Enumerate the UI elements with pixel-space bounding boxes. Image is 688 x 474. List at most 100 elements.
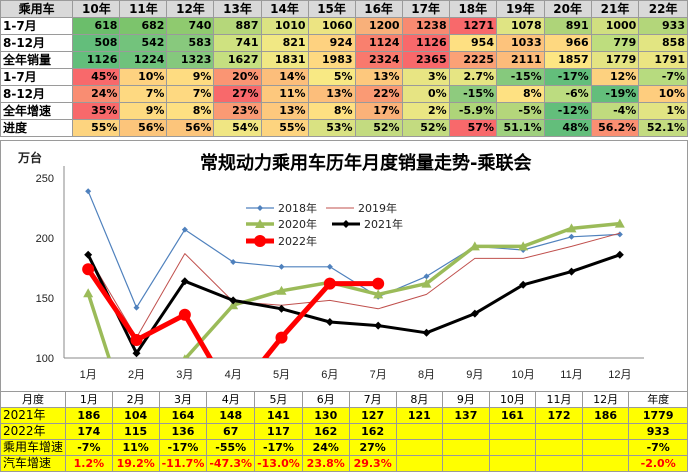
data-point <box>277 304 286 313</box>
table-cell: 1010 <box>260 17 309 35</box>
table-cell: 56% <box>119 119 168 137</box>
table-row: 2021年 186 104 164 148 141 130 127 121 137 161 172 18… <box>0 407 688 424</box>
table-cell: 1078 <box>496 17 545 35</box>
chart-title: 常规动力乘用车历年月度销量走势-乘联会 <box>200 152 531 174</box>
table-cell: 1857 <box>543 51 592 69</box>
legend-marker <box>255 219 265 228</box>
table-row: 2022年 174 115 136 67 117 162 162 933 <box>0 423 688 440</box>
table-cell: -19% <box>590 85 640 103</box>
table-cell <box>488 423 537 440</box>
table-cell: 1.2% <box>65 455 113 472</box>
x-tick-label: 4月 <box>225 369 242 381</box>
summary-table-container: 乘用车 10年 11年 12年 13年 14年 15年 16年 17年 18年 19年 20年 21年 2… <box>0 0 688 140</box>
table-cell: -4% <box>590 102 640 120</box>
data-point <box>422 328 431 337</box>
table-cell: 542 <box>119 34 168 52</box>
table-cell: 10% <box>119 68 168 86</box>
table-cell: 161 <box>488 407 537 424</box>
legend-marker <box>257 205 263 211</box>
monthly-sales-table: 月度 1月 2月 3月 4月 5月 6月 7月 8月 9月 10月 11月 12月 年度 2021年 186 1… <box>0 391 688 472</box>
table-cell: -7% <box>628 439 688 456</box>
table-cell: -6% <box>543 85 592 103</box>
table-cell: 53% <box>307 119 356 137</box>
table-cell <box>442 439 490 456</box>
table-cell: 779 <box>590 34 640 52</box>
table-cell: 27% <box>213 85 262 103</box>
month-header: 年度 <box>628 391 688 408</box>
table-row: 1-7月 45% 10% 9% 20% 14% 5% 13% 3% 2.7% -15% -17% 12%… <box>0 68 688 86</box>
table-row: 汽车增速 1.2% 19.2% -11.7% -47.3% -13.0% 23.8% 29.3… <box>0 455 688 472</box>
row-label: 1-7月 <box>0 68 74 86</box>
table-cell: 48% <box>543 119 592 137</box>
table-cell: 8% <box>307 102 356 120</box>
table-cell: 14% <box>260 68 309 86</box>
data-point <box>278 263 285 270</box>
data-point <box>372 277 385 290</box>
data-point <box>374 321 383 330</box>
row-label: 8-12月 <box>0 85 74 103</box>
x-tick-label: 2月 <box>128 369 145 381</box>
table-cell: 174 <box>65 423 113 440</box>
data-point <box>230 259 237 265</box>
data-point <box>567 267 576 276</box>
table-cell: 148 <box>206 407 256 424</box>
table-cell: 1779 <box>628 407 688 424</box>
table-cell: 933 <box>638 17 688 35</box>
month-header: 5月 <box>254 391 303 408</box>
month-header: 9月 <box>442 391 490 408</box>
data-point <box>178 308 191 321</box>
table-cell: -5.9% <box>448 102 498 120</box>
month-header: 11月 <box>535 391 583 408</box>
table-cell: 954 <box>448 34 498 52</box>
data-point <box>84 250 93 259</box>
table-cell: 1323 <box>166 51 215 69</box>
table-cell: -5% <box>496 102 545 120</box>
table-cell: -7% <box>65 439 113 456</box>
table-cell: 19.2% <box>111 455 160 472</box>
table-cell: 104 <box>111 407 160 424</box>
data-point <box>519 280 528 289</box>
x-tick-label: 3月 <box>176 369 193 381</box>
table-cell: 186 <box>581 407 630 424</box>
data-point <box>82 263 95 276</box>
table-cell: 13% <box>307 85 356 103</box>
year-header: 22年 <box>638 0 688 18</box>
month-header: 10月 <box>488 391 537 408</box>
table-cell: 887 <box>213 17 262 35</box>
year-header: 16年 <box>354 0 403 18</box>
data-point <box>616 231 623 238</box>
legend-label: 2019年 <box>358 201 397 215</box>
data-point <box>518 241 529 251</box>
table-cell: -13.0% <box>254 455 303 472</box>
table-cell: 13% <box>354 68 403 86</box>
series-group <box>82 188 625 358</box>
series-line-2019年 <box>87 232 620 339</box>
table-cell: 45% <box>72 68 121 86</box>
table-row: 8-12月 508 542 583 741 821 924 1124 1126 954 1033 96… <box>0 34 688 52</box>
table-cell: 2324 <box>354 51 403 69</box>
table-cell: 55% <box>72 119 121 137</box>
table-cell: 891 <box>543 17 592 35</box>
series-line-2021年 <box>86 253 621 355</box>
table-cell: 0% <box>401 85 450 103</box>
year-header: 18年 <box>448 0 498 18</box>
table-cell: 7% <box>119 85 168 103</box>
table-cell: 130 <box>301 407 350 424</box>
row-label: 2021年 <box>0 407 67 424</box>
data-point <box>132 349 141 358</box>
table-cell <box>581 455 630 472</box>
table-cell: -17% <box>254 439 303 456</box>
table-cell: 583 <box>166 34 215 52</box>
data-point <box>615 250 624 259</box>
table-cell: 8% <box>496 85 545 103</box>
table-cell <box>488 455 537 472</box>
year-header: 17年 <box>401 0 450 18</box>
table-cell: 52% <box>401 119 450 137</box>
legend-label: 2020年 <box>278 217 317 231</box>
table-cell: 933 <box>628 423 688 440</box>
y-axis-label: 万台 <box>17 150 42 165</box>
table-cell: 1033 <box>496 34 545 52</box>
table-cell: 1627 <box>213 51 262 69</box>
table-cell: 1126 <box>72 51 121 69</box>
x-tick-label: 8月 <box>418 369 435 381</box>
